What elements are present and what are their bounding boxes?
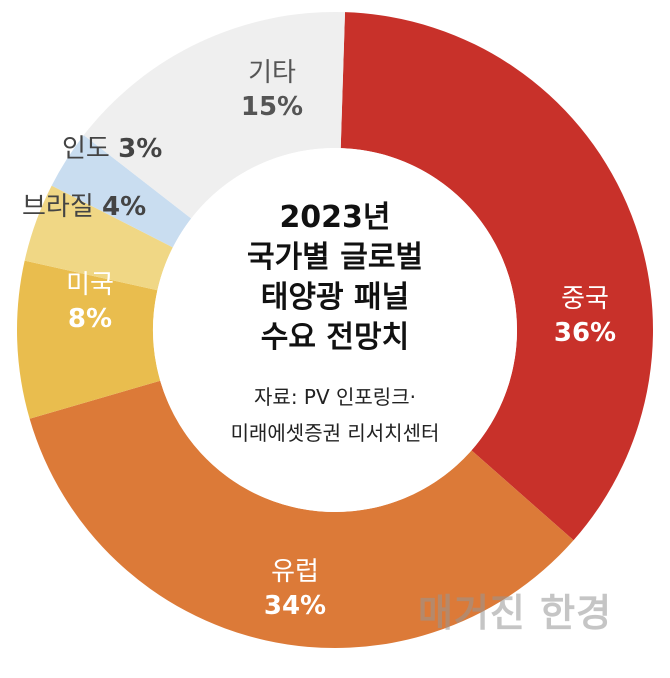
slice-label-usa: 미국 8% [45,268,135,336]
donut-hole [153,148,517,512]
slice-usa [16,260,161,419]
slice-china [340,12,653,541]
slice-label-india: 인도 3% [62,132,192,166]
slice-value-europe: 34% [263,591,327,621]
slice-name-brazil: 브라질 [22,192,94,222]
slice-label-brazil: 브라질 4% [22,190,172,224]
slice-europe [29,380,574,649]
chart-title-line-2: 국가별 글로벌 [246,240,424,275]
slice-value-india: 3% [118,134,163,164]
slice-name-usa: 미국 [66,270,114,300]
slice-label-europe: 유럽 34% [250,555,340,623]
chart-title-line-3: 태양광 패널 [260,280,410,315]
slice-value-brazil: 4% [102,192,147,222]
slice-label-china: 중국 36% [540,282,630,350]
slice-brazil [24,185,173,291]
watermark-logo: 매거진 한경 [418,591,613,635]
slice-value-china: 36% [553,318,617,348]
chart-title-line-1: 2023년 [279,200,391,235]
chart-title-line-4: 수요 전망치 [260,320,410,355]
source-line-1: 자료: PV 인포링크· [254,385,416,409]
slice-name-china: 중국 [561,284,609,314]
slice-name-other: 기타 [248,58,296,88]
source-line-2: 미래에셋증권 리서치센터 [230,421,440,445]
slice-value-other: 15% [240,92,304,122]
slice-value-usa: 8% [67,304,113,334]
slice-name-europe: 유럽 [271,557,319,587]
slice-name-india: 인도 [62,134,110,164]
slice-other [83,11,345,219]
slice-india [51,135,192,248]
slice-label-other: 기타 15% [222,56,322,124]
